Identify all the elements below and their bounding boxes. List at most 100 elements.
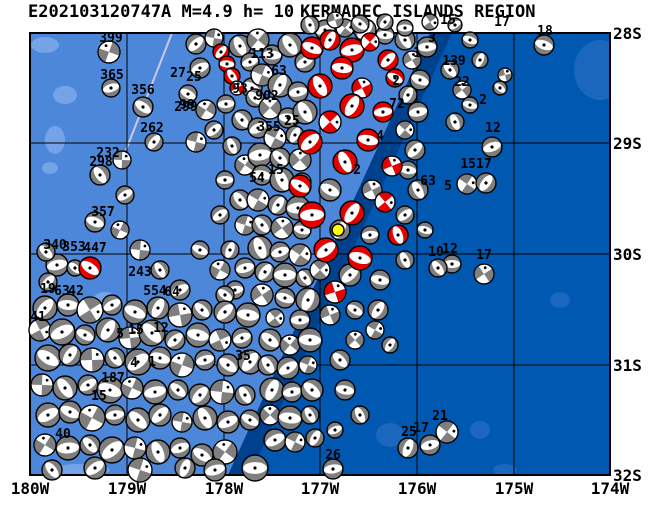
- beachball-red: [339, 93, 365, 119]
- beachball-gray: [185, 322, 211, 348]
- event-count-label: 2: [392, 74, 400, 89]
- beachball-gray: [164, 329, 186, 351]
- beachball-gray: [34, 344, 62, 372]
- beachball-red: [385, 68, 405, 88]
- beachball-gray: [251, 164, 273, 186]
- lat-axis-label: 30S: [613, 245, 642, 264]
- beachball-gray: [345, 330, 365, 350]
- beachball-gray: [234, 384, 256, 406]
- beachball-gray: [407, 179, 429, 201]
- beachball-gray: [215, 170, 235, 190]
- event-count-label: 353: [62, 240, 85, 255]
- beachball-gray: [209, 379, 235, 405]
- event-count-label: 187: [101, 371, 124, 386]
- beachball-red: [298, 201, 326, 229]
- event-count-label: 355: [257, 120, 280, 135]
- beachball-gray: [295, 287, 321, 313]
- beachball-gray: [492, 80, 508, 96]
- beachball-red: [78, 256, 102, 280]
- beachball-gray: [101, 78, 121, 98]
- event-count-label: 399: [99, 31, 122, 46]
- beachball-gray: [95, 317, 121, 343]
- beachball-gray: [138, 319, 166, 347]
- event-count-label: 26: [325, 448, 341, 463]
- beachball-gray: [345, 300, 365, 320]
- event-count-label: 41: [30, 310, 46, 325]
- beachball-gray: [254, 261, 276, 283]
- beachball-gray: [269, 241, 291, 263]
- event-count-label: 25: [401, 425, 417, 440]
- beachball-gray: [270, 216, 294, 240]
- event-count-label: 25: [284, 114, 300, 129]
- beachball-gray: [421, 13, 439, 31]
- beachball-red: [356, 128, 380, 152]
- event-count-label: 10: [428, 245, 444, 260]
- event-id-title: E202103120747A M=4.9 h= 10: [28, 2, 295, 22]
- beachball-gray: [402, 50, 422, 70]
- beachball-red: [323, 280, 347, 304]
- lon-axis-label: 177W: [300, 479, 340, 498]
- beachball-gray: [263, 428, 287, 452]
- beachball-gray: [144, 132, 164, 152]
- beachball-gray: [263, 126, 287, 150]
- beachball-gray: [35, 402, 61, 428]
- beachball-gray: [407, 101, 429, 123]
- beachball-gray: [365, 320, 385, 340]
- beachball-red: [318, 110, 342, 134]
- beachball-gray: [481, 136, 503, 158]
- beachball-gray: [237, 349, 263, 375]
- beachball-gray: [74, 324, 96, 346]
- beachball-gray: [318, 178, 342, 202]
- beachball-gray: [473, 263, 495, 285]
- beachball-gray: [115, 185, 135, 205]
- beachball-gray: [129, 239, 151, 261]
- beachball-red: [307, 73, 333, 99]
- event-count-label: 93: [232, 82, 248, 97]
- beachball-gray: [89, 164, 111, 186]
- beachball-gray: [245, 88, 265, 108]
- beachball-gray: [110, 220, 130, 240]
- beachball-gray: [398, 85, 418, 105]
- beachball-gray: [174, 457, 196, 479]
- beachball-red: [387, 224, 409, 246]
- beachball-gray: [41, 459, 63, 481]
- beachball-gray: [295, 268, 315, 288]
- beachball-gray: [112, 150, 132, 170]
- event-count-label: 17: [413, 421, 429, 436]
- beachball-red: [313, 237, 339, 263]
- lat-axis-label: 31S: [613, 356, 642, 375]
- beachball-gray: [235, 302, 261, 328]
- event-count-label: 72: [389, 97, 405, 112]
- beachball-gray: [122, 299, 148, 325]
- beachball-gray: [234, 257, 256, 279]
- beachball-gray: [30, 373, 54, 397]
- beachball-red: [374, 191, 396, 213]
- beachball-gray: [367, 299, 389, 321]
- beachball-gray: [203, 458, 227, 482]
- beachball-gray: [76, 296, 104, 324]
- beachball-gray: [58, 343, 82, 367]
- beachball-gray: [55, 435, 81, 461]
- beachball-gray: [194, 349, 216, 371]
- event-count-label: 12: [153, 321, 169, 336]
- beachball-red: [372, 101, 394, 123]
- beachball-gray: [281, 381, 303, 403]
- beachball-red: [347, 245, 373, 271]
- beachball-gray: [445, 112, 465, 132]
- event-count-label: 3: [428, 31, 436, 46]
- beachball-gray: [376, 13, 394, 31]
- bathymetry-streak: [125, 33, 173, 151]
- beachball-gray: [497, 67, 513, 83]
- beachball-gray: [36, 242, 56, 262]
- beachball-gray: [395, 205, 415, 225]
- beachball-gray: [419, 434, 441, 456]
- beachball-gray: [287, 81, 309, 103]
- event-count-label: 15: [128, 323, 144, 338]
- beachball-gray: [120, 376, 144, 400]
- beachball-gray: [329, 349, 351, 371]
- event-count-label: 4: [130, 356, 138, 371]
- beachball-red: [360, 32, 380, 52]
- beachball-gray: [326, 421, 344, 439]
